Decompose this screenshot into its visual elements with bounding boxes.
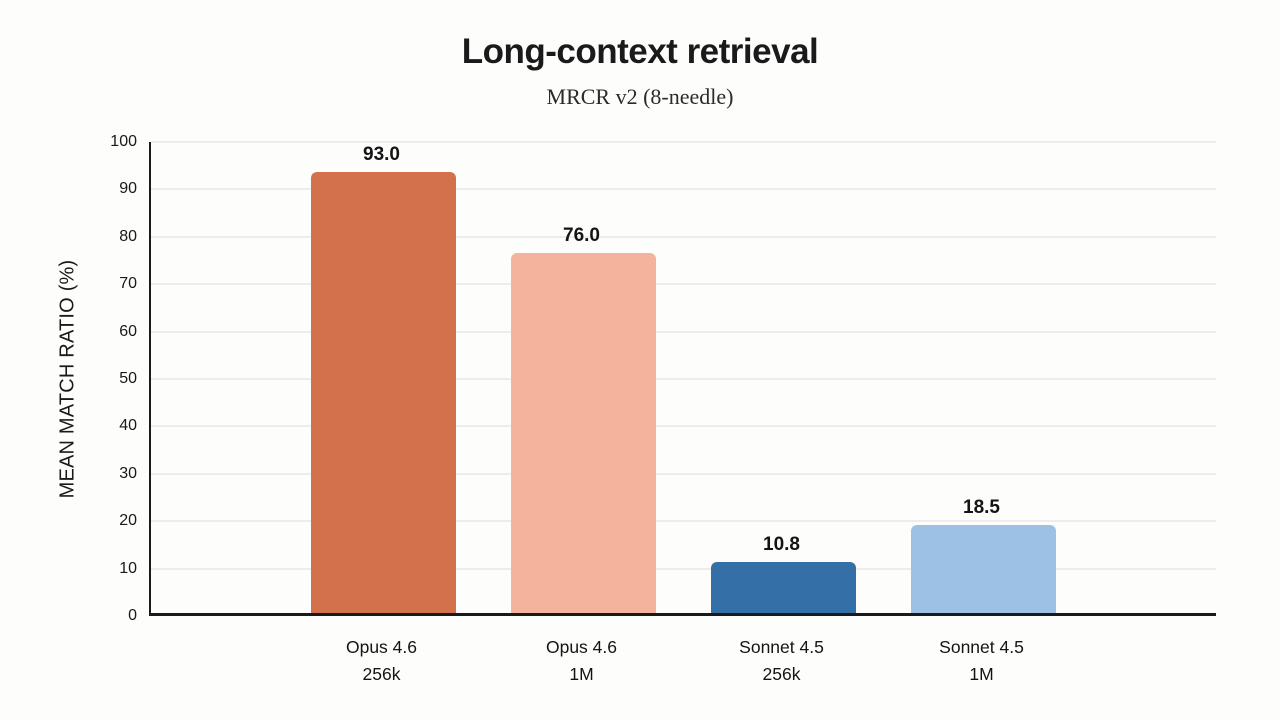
gridline-y30 bbox=[151, 472, 1216, 475]
gridline-y90 bbox=[151, 188, 1216, 191]
y-tick-label-60: 60 bbox=[119, 322, 137, 340]
bar-sonnet-4-5-1m bbox=[911, 525, 1056, 613]
bar-value-label-sonnet-4-5-256k: 10.8 bbox=[763, 533, 800, 555]
y-tick-label-0: 0 bbox=[128, 607, 137, 624]
plot-area bbox=[149, 141, 1216, 616]
y-tick-label-30: 30 bbox=[119, 464, 137, 482]
gridline-y50 bbox=[151, 378, 1216, 380]
x-tick-label-sonnet-4-5-256k: Sonnet 4.5 256k bbox=[739, 637, 824, 684]
bar-value-label-opus-4-6-1m: 76.0 bbox=[563, 224, 600, 246]
x-tick-label-sonnet-4-5-1m: Sonnet 4.5 1M bbox=[939, 637, 1024, 684]
bar-sonnet-4-5-256k bbox=[711, 561, 856, 613]
x-tick-label-opus-4-6-256k: Opus 4.6 256k bbox=[345, 637, 418, 684]
y-tick-label-20: 20 bbox=[119, 512, 137, 530]
x-tick-label-opus-4-6-1m: Opus 4.6 1M bbox=[545, 637, 618, 684]
y-tick-label-70: 70 bbox=[119, 275, 137, 293]
gridline-y80 bbox=[151, 235, 1216, 238]
gridline-y70 bbox=[151, 283, 1216, 286]
bar-opus-4-6-1m bbox=[511, 252, 656, 613]
y-tick-label-80: 80 bbox=[119, 227, 137, 245]
y-tick-label-90: 90 bbox=[119, 180, 137, 198]
gridline-y40 bbox=[151, 425, 1216, 428]
bar-value-label-sonnet-4-5-1m: 18.5 bbox=[963, 497, 1000, 519]
gridline-y10 bbox=[151, 567, 1216, 570]
bar-opus-4-6-256k bbox=[311, 172, 456, 613]
gridline-y20 bbox=[151, 520, 1216, 523]
y-tick-label-10: 10 bbox=[119, 559, 137, 577]
y-tick-label-100: 100 bbox=[110, 133, 137, 150]
y-tick-label-40: 40 bbox=[119, 417, 137, 435]
y-tick-label-50: 50 bbox=[119, 370, 137, 387]
gridline-y60 bbox=[151, 330, 1216, 333]
chart-title: Long-context retrieval bbox=[461, 32, 819, 71]
gridline-y100 bbox=[151, 141, 1216, 143]
y-axis-title: MEAN MATCH RATIO (%) bbox=[56, 259, 79, 499]
chart-subtitle: MRCR v2 (8-needle) bbox=[546, 84, 734, 109]
bar-value-label-opus-4-6-256k: 93.0 bbox=[363, 144, 400, 166]
